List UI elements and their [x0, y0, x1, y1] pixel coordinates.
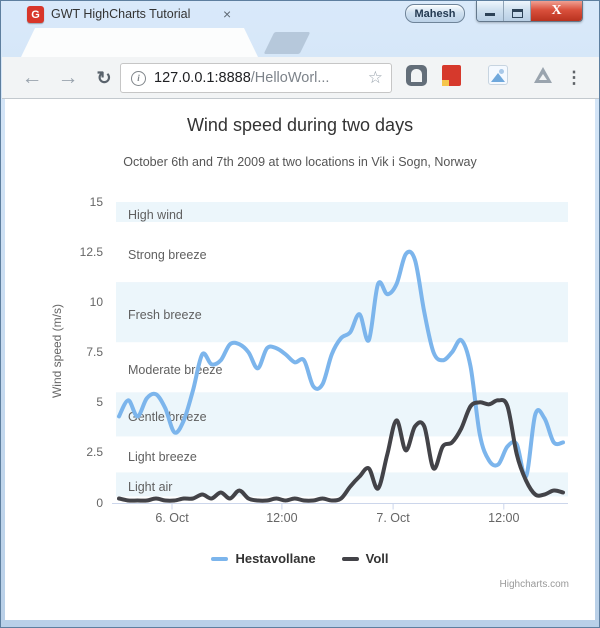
minimize-button[interactable]	[477, 1, 504, 21]
plot-band-label: High wind	[128, 208, 183, 223]
legend-swatch-voll	[341, 556, 359, 561]
user-profile-button[interactable]: Mahesh	[405, 4, 465, 23]
mountain-icon	[491, 73, 505, 82]
plot-band-label: Light air	[128, 480, 173, 495]
new-tab-button[interactable]	[263, 32, 311, 54]
tab-favicon: G	[27, 6, 44, 23]
y-tick-label: 5	[96, 395, 103, 410]
legend-item-voll[interactable]: Voll	[341, 551, 389, 566]
sun-icon	[499, 69, 504, 74]
back-icon[interactable]: ←	[21, 66, 43, 89]
tab-title: GWT HighCharts Tutorial	[51, 7, 191, 21]
web-page: Wind speed during two days October 6th a…	[5, 99, 595, 620]
highcharts-credits-link[interactable]: Highcharts.com	[499, 579, 569, 590]
plot-band-label: Strong breeze	[128, 248, 207, 263]
y-tick-label: 0	[96, 495, 103, 510]
x-tick-label: 12:00	[266, 511, 298, 525]
page-info-icon[interactable]: i	[131, 70, 146, 86]
window-controls: X	[476, 1, 583, 22]
plot-band	[116, 202, 568, 222]
x-axis-line	[112, 503, 568, 510]
url-text[interactable]: 127.0.0.1:8888/HelloWorl...	[154, 70, 360, 86]
window-titlebar: Mahesh X	[1, 1, 599, 27]
reload-icon[interactable]: ↻	[96, 67, 112, 88]
chart-plot-bands-layer	[112, 202, 568, 510]
legend-label: Voll	[365, 551, 389, 566]
plot-band-label: Gentle breeze	[128, 410, 207, 425]
browser-tab[interactable]	[21, 28, 258, 57]
extension-drive-icon[interactable]	[534, 67, 552, 83]
close-icon: X	[551, 3, 562, 18]
plot-band	[116, 472, 568, 497]
maximize-button[interactable]	[504, 1, 531, 21]
maximize-icon	[511, 9, 523, 18]
close-button[interactable]: X	[531, 1, 582, 21]
plot-band-label: Light breeze	[128, 450, 197, 465]
red-corner-decoration	[442, 80, 449, 86]
browser-menu-icon[interactable]: ⋮	[565, 68, 583, 87]
y-tick-label: 10	[89, 295, 103, 310]
legend-label: Hestavollane	[235, 551, 316, 566]
x-tick-label: 7. Oct	[376, 511, 410, 525]
y-tick-label: 15	[89, 195, 103, 209]
bookmark-star-icon[interactable]: ☆	[367, 68, 383, 87]
legend-swatch-hestavollane	[211, 556, 229, 561]
tab-close-icon[interactable]: ×	[223, 6, 232, 22]
address-bar[interactable]: i 127.0.0.1:8888/HelloWorl... ☆	[120, 63, 392, 93]
y-tick-label: 2.5	[86, 445, 103, 460]
browser-toolbar: ← → ↻ i 127.0.0.1:8888/HelloWorl... ☆ ⋮	[2, 57, 599, 99]
url-host: 127.0.0.1:8888	[154, 70, 251, 86]
plot-band-label: Fresh breeze	[128, 308, 202, 323]
plot-band-label: Moderate breeze	[128, 363, 223, 378]
extension-ghostery-icon[interactable]	[406, 65, 427, 86]
legend-item-hestavollane[interactable]: Hestavollane	[211, 551, 316, 566]
chart-subtitle: October 6th and 7th 2009 at two location…	[123, 155, 477, 169]
drive-triangle-hole	[539, 74, 547, 80]
y-tick-label: 12.5	[79, 245, 103, 260]
ghost-icon	[411, 69, 422, 82]
x-tick-label: 12:00	[488, 511, 520, 525]
chart-title: Wind speed during two days	[186, 115, 414, 135]
chart-legend: Hestavollane Voll	[5, 551, 595, 566]
extension-photos-icon[interactable]	[488, 65, 508, 85]
x-tick-label: 6. Oct	[155, 511, 189, 525]
minimize-icon	[485, 13, 495, 16]
y-tick-label: 7.5	[86, 345, 103, 360]
extension-red-icon[interactable]	[442, 65, 461, 86]
url-path: /HelloWorl...	[250, 70, 330, 86]
forward-icon[interactable]: →	[57, 66, 79, 89]
